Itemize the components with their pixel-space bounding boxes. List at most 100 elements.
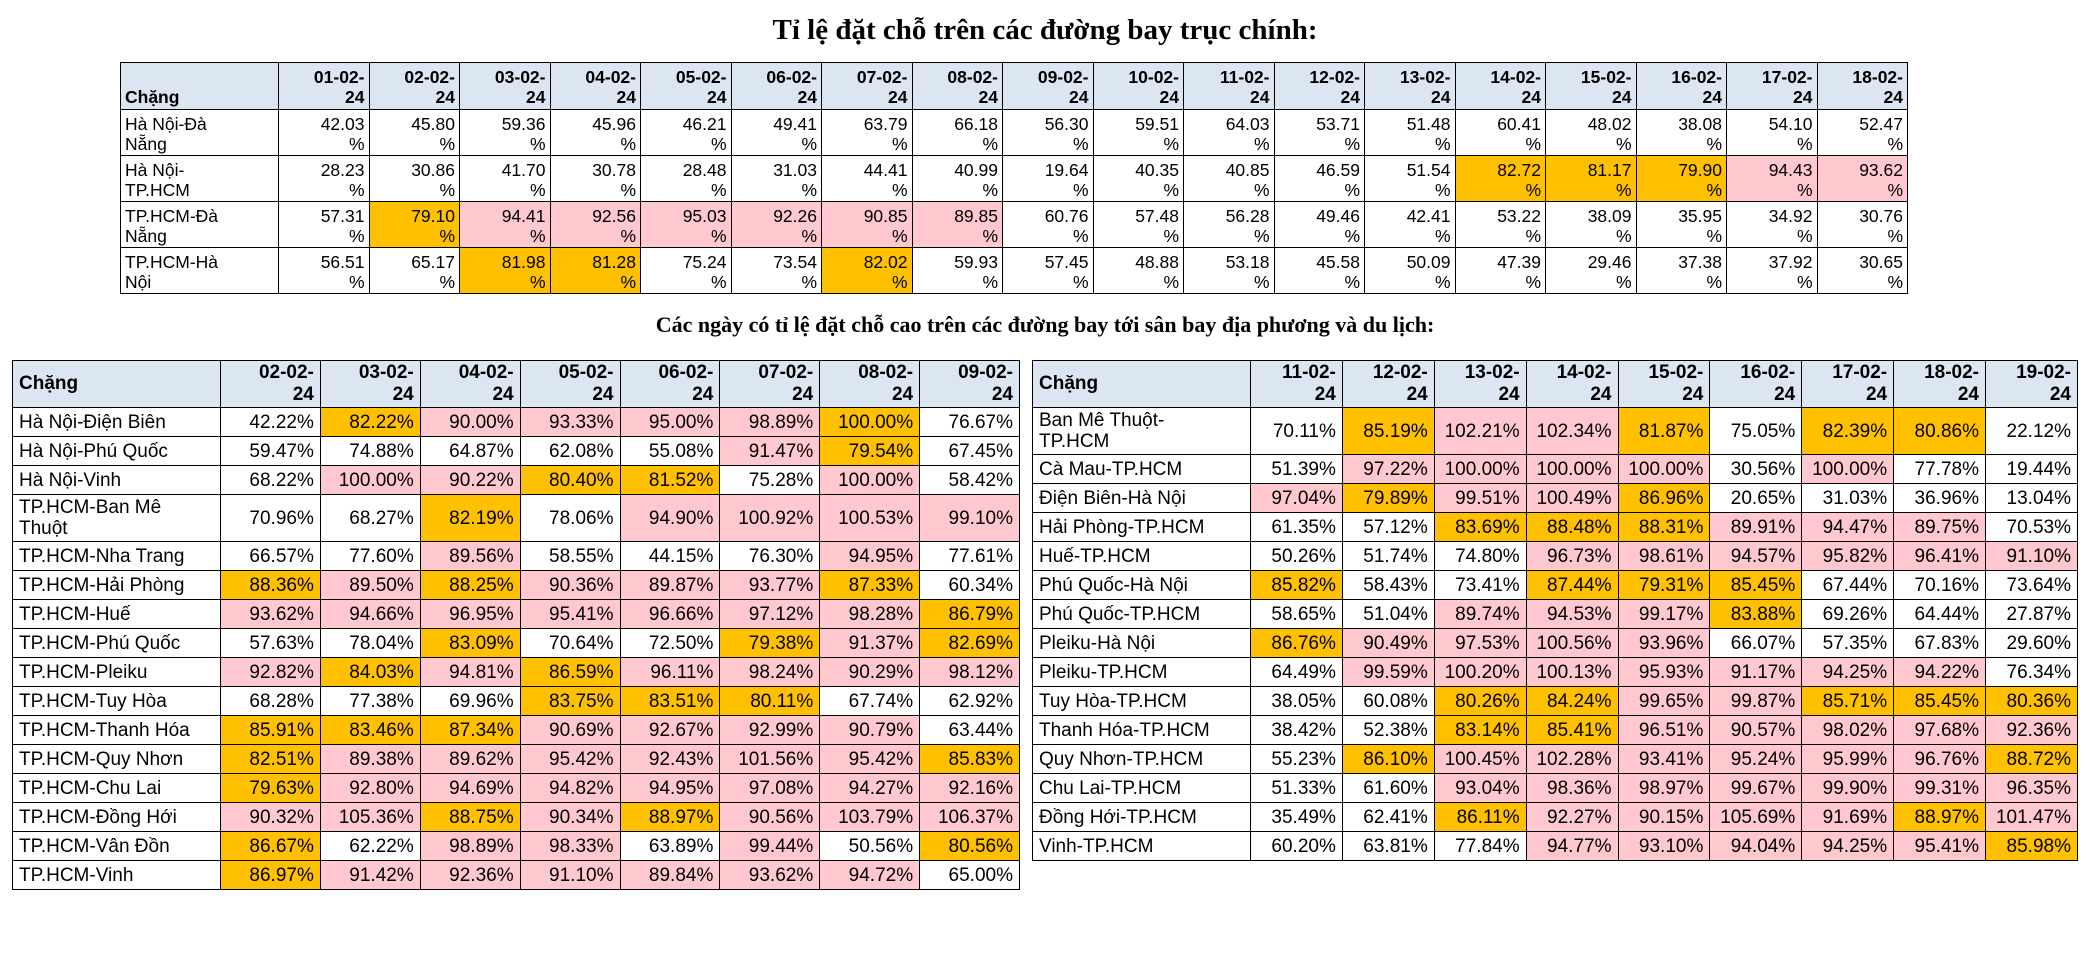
route-name: Phú Quốc-TP.HCM bbox=[1039, 603, 1201, 625]
rate-cell: 89.74% bbox=[1433, 599, 1527, 629]
rate-cell: 95.82% bbox=[1801, 541, 1895, 571]
rate-cell: 89.91% bbox=[1709, 512, 1803, 542]
rate-value-line2: % bbox=[348, 226, 365, 246]
route-header: Chặng bbox=[1032, 360, 1251, 408]
rate-value: 38.09 bbox=[1587, 206, 1632, 226]
rate-cell: 86.76% bbox=[1250, 628, 1343, 658]
route-name: TP.HCM-Ban Mê bbox=[19, 497, 162, 518]
table-row: TP.HCM-Huế 93.62% 94.66% 96.95% 95.41% 96.66%… bbox=[12, 599, 1020, 629]
table-row: Hải Phòng-TP.HCM 61.35% 57.12% 83.69% 88.48%… bbox=[1032, 512, 2078, 542]
rate-value: 92.26 bbox=[773, 206, 817, 226]
rate-cell: 47.39% bbox=[1454, 247, 1546, 294]
rate-value-line2: % bbox=[710, 180, 727, 200]
rate-value: 51.54 bbox=[1406, 160, 1451, 180]
rate-cell: 100.00% bbox=[1801, 454, 1895, 484]
rate-value: 59.36 bbox=[501, 114, 546, 134]
rate-cell: 85.71% bbox=[1801, 686, 1895, 716]
table-row: Hà Nội-Đà Nẵng 42.03% 45.80% 59.36% 45.96% 46.… bbox=[120, 109, 1908, 156]
rate-value-line2: % bbox=[620, 226, 636, 246]
rate-cell: 70.64% bbox=[519, 628, 621, 658]
date-header: 04-02- 24 bbox=[419, 360, 521, 408]
rate-cell: 86.11% bbox=[1433, 802, 1527, 832]
rate-cell: 90.56% bbox=[719, 802, 821, 832]
rate-cell: 91.47% bbox=[719, 436, 821, 466]
rate-cell: 48.88% bbox=[1092, 247, 1184, 294]
rate-cell: 59.36% bbox=[459, 109, 551, 156]
rate-value-line2: % bbox=[1253, 180, 1270, 200]
rate-cell: 31.03% bbox=[730, 155, 822, 202]
rate-value: 30.65 bbox=[1859, 252, 1903, 272]
date-text-line2: 24 bbox=[1431, 87, 1451, 107]
date-header: 01-02- 24 bbox=[278, 62, 370, 110]
rate-value-line2: % bbox=[1253, 226, 1270, 246]
rate-cell: 22.12% bbox=[1985, 407, 2078, 455]
table-row: Phú Quốc-TP.HCM 58.65% 51.04% 89.74% 94.53% 9… bbox=[1032, 599, 2078, 629]
rate-cell: 67.83% bbox=[1893, 628, 1986, 658]
rate-cell: 83.14% bbox=[1433, 715, 1527, 745]
table-row: Đồng Hới-TP.HCM 35.49% 62.41% 86.11% 92.27% 9… bbox=[1032, 802, 2078, 832]
rate-value-line2: % bbox=[1072, 180, 1089, 200]
date-text-line2: 24 bbox=[891, 384, 914, 405]
rate-cell: 37.92% bbox=[1726, 247, 1818, 294]
rate-cell: 94.66% bbox=[319, 599, 421, 629]
table-row: TP.HCM-Pleiku 92.82% 84.03% 94.81% 86.59% 96.… bbox=[12, 657, 1020, 687]
route-name-line2: Thuột bbox=[19, 518, 68, 539]
route-cell: TP.HCM-Hải Phòng bbox=[12, 570, 221, 600]
rate-value: 56.51 bbox=[320, 252, 365, 272]
rate-cell: 90.79% bbox=[819, 715, 921, 745]
rate-cell: 94.53% bbox=[1525, 599, 1619, 629]
rate-cell: 75.05% bbox=[1709, 407, 1803, 455]
rate-value: 60.76 bbox=[1044, 206, 1089, 226]
rate-value: 81.17 bbox=[1587, 160, 1632, 180]
local-routes-table-left: Chặng 02-02- 24 03-02- 24 04-02- 24 05-02- 24 06-… bbox=[12, 360, 1020, 890]
rate-value-line2: % bbox=[1072, 272, 1089, 292]
rate-cell: 96.51% bbox=[1617, 715, 1711, 745]
date-text: 07-02- bbox=[856, 67, 908, 87]
sub-title: Các ngày có tỉ lệ đặt chỗ cao trên các đ… bbox=[655, 312, 1435, 337]
rate-value-line2: % bbox=[801, 226, 817, 246]
main-title: Tỉ lệ đặt chỗ trên các đường bay trục ch… bbox=[772, 14, 1318, 46]
rate-cell: 94.82% bbox=[519, 773, 621, 803]
route-cell: TP.HCM-Huế bbox=[12, 599, 221, 629]
rate-value-line2: % bbox=[982, 180, 998, 200]
rate-cell: 79.89% bbox=[1341, 483, 1435, 513]
table-row: Thanh Hóa-TP.HCM 38.42% 52.38% 83.14% 85.41%… bbox=[1032, 715, 2078, 745]
rate-value-line2: % bbox=[710, 134, 727, 154]
route-name: TP.HCM-Đà bbox=[125, 206, 219, 226]
rate-cell: 60.34% bbox=[919, 570, 1020, 600]
date-text-line2: 24 bbox=[1865, 384, 1888, 405]
table-row: TP.HCM-Hải Phòng 88.36% 89.50% 88.25% 90.36%… bbox=[12, 570, 1020, 600]
route-name: Hà Nội-Vinh bbox=[19, 469, 122, 491]
rate-cell: 94.43% bbox=[1726, 155, 1818, 202]
rate-cell: 81.87% bbox=[1617, 407, 1711, 455]
rate-cell: 67.44% bbox=[1801, 570, 1895, 600]
rate-value: 53.71 bbox=[1316, 114, 1360, 134]
rate-cell: 77.84% bbox=[1433, 831, 1527, 861]
rate-cell: 91.69% bbox=[1801, 802, 1895, 832]
rate-cell: 83.46% bbox=[319, 715, 421, 745]
date-header: 13-02- 24 bbox=[1433, 360, 1527, 408]
rate-cell: 93.41% bbox=[1617, 744, 1711, 774]
rate-cell: 60.76% bbox=[1002, 201, 1094, 248]
rate-cell: 51.04% bbox=[1341, 599, 1435, 629]
rate-cell: 95.93% bbox=[1617, 657, 1711, 687]
rate-value: 46.21 bbox=[682, 114, 727, 134]
date-header: 09-02- 24 bbox=[1002, 62, 1094, 110]
route-name-line2: TP.HCM bbox=[1039, 431, 1110, 452]
rate-cell: 94.81% bbox=[419, 657, 521, 687]
rate-cell: 63.44% bbox=[919, 715, 1020, 745]
rate-cell: 81.17% bbox=[1545, 155, 1637, 202]
rate-cell: 93.96% bbox=[1617, 628, 1711, 658]
rate-value-line2: % bbox=[1163, 180, 1179, 200]
rate-value-line2: % bbox=[1253, 134, 1270, 154]
rate-cell: 97.22% bbox=[1341, 454, 1435, 484]
date-header: 05-02- 24 bbox=[640, 62, 732, 110]
rate-value-line2: % bbox=[1615, 226, 1632, 246]
date-text-line2: 24 bbox=[991, 384, 1013, 405]
rate-cell: 57.45% bbox=[1002, 247, 1094, 294]
table-row: Vinh-TP.HCM 60.20% 63.81% 77.84% 94.77% 93.10… bbox=[1032, 831, 2078, 861]
rate-cell: 100.92% bbox=[719, 494, 821, 542]
rate-value-line2: % bbox=[1163, 272, 1179, 292]
table-row: TP.HCM-Thanh Hóa 85.91% 83.46% 87.34% 90.69%… bbox=[12, 715, 1020, 745]
rate-value: 90.85 bbox=[863, 206, 908, 226]
